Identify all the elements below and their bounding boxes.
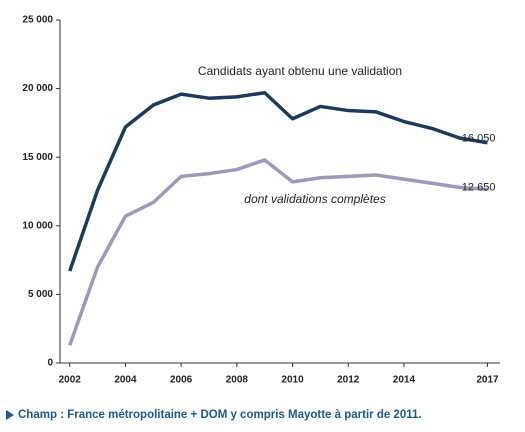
y-tick-label: 15 000 <box>22 152 53 163</box>
series-label: dont validations complètes <box>244 192 385 206</box>
x-tick-label: 2002 <box>59 375 82 386</box>
x-tick-label: 2012 <box>337 375 360 386</box>
y-tick-label: 25 000 <box>22 15 53 26</box>
value-label: 16 050 <box>462 133 496 145</box>
series-line <box>68 158 488 346</box>
note-arrow <box>6 410 14 420</box>
x-tick-label: 2008 <box>226 375 249 386</box>
x-tick-label: 2006 <box>170 375 193 386</box>
value-label: 12 650 <box>462 181 496 193</box>
y-tick-label: 10 000 <box>22 220 53 231</box>
x-tick-label: 2014 <box>393 375 416 386</box>
x-tick-label: 2010 <box>281 375 304 386</box>
y-tick-label: 20 000 <box>22 83 53 94</box>
x-tick-label: 2004 <box>114 375 137 386</box>
series-line <box>68 90 488 272</box>
y-tick-label: 0 <box>47 358 53 369</box>
x-tick-label: 2017 <box>476 375 499 386</box>
y-tick-label: 5 000 <box>28 289 53 300</box>
series-label: Candidats ayant obtenu une validation <box>198 64 402 78</box>
note: Champ : France métropolitaine + DOM y co… <box>18 409 422 421</box>
